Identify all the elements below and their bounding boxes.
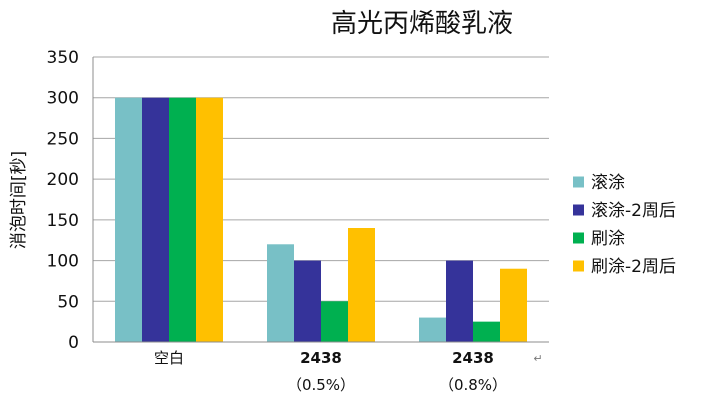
legend-label-1: 滚涂 bbox=[591, 173, 625, 193]
y-tick-label: 200 bbox=[47, 170, 79, 190]
bar-2-3 bbox=[446, 260, 473, 342]
x-tick-sublabel: （0.5%） bbox=[287, 376, 355, 394]
return-mark: ↵ bbox=[533, 352, 542, 365]
bar-2-1 bbox=[142, 97, 169, 342]
x-tick-label: 2438 bbox=[452, 349, 494, 367]
y-axis-label: 消泡时间[秒] bbox=[9, 151, 29, 249]
y-tick-label: 250 bbox=[47, 129, 79, 149]
x-tick-label: 空白 bbox=[154, 349, 184, 367]
bar-1-2 bbox=[267, 244, 294, 342]
y-tick-label: 0 bbox=[68, 333, 79, 353]
bar-3-1 bbox=[169, 97, 196, 342]
y-tick-label: 300 bbox=[47, 89, 79, 109]
axis-layer: 0 50 100 150 200 250 300 350 空白 2438 （0.5%） 2438 （0.… bbox=[47, 48, 549, 394]
chart-title: 高光丙烯酸乳液 bbox=[331, 9, 513, 39]
legend-label-2: 滚涂-2周后 bbox=[591, 201, 676, 221]
bar-4-1 bbox=[196, 97, 223, 342]
bar-1-1 bbox=[115, 97, 142, 342]
legend-label-3: 刷涂 bbox=[591, 229, 625, 249]
x-tick-sublabel: （0.8%） bbox=[439, 376, 507, 394]
bar-layer bbox=[115, 97, 527, 342]
legend-swatch-3 bbox=[573, 232, 584, 244]
legend-swatch-1 bbox=[573, 176, 584, 188]
legend-swatch-4 bbox=[573, 260, 584, 272]
bar-2-2 bbox=[294, 260, 321, 342]
y-tick-label: 50 bbox=[57, 292, 79, 312]
legend-label-4: 刷涂-2周后 bbox=[591, 257, 676, 277]
y-tick-label: 350 bbox=[47, 48, 79, 68]
bar-1-3 bbox=[419, 317, 446, 342]
bar-4-3 bbox=[500, 268, 527, 342]
bar-4-2 bbox=[348, 228, 375, 342]
x-tick-label: 2438 bbox=[300, 349, 342, 367]
y-tick-label: 150 bbox=[47, 211, 79, 231]
bar-3-2 bbox=[321, 301, 348, 342]
bar-3-3 bbox=[473, 321, 500, 342]
legend-swatch-2 bbox=[573, 204, 584, 216]
y-tick-label: 100 bbox=[47, 252, 79, 272]
